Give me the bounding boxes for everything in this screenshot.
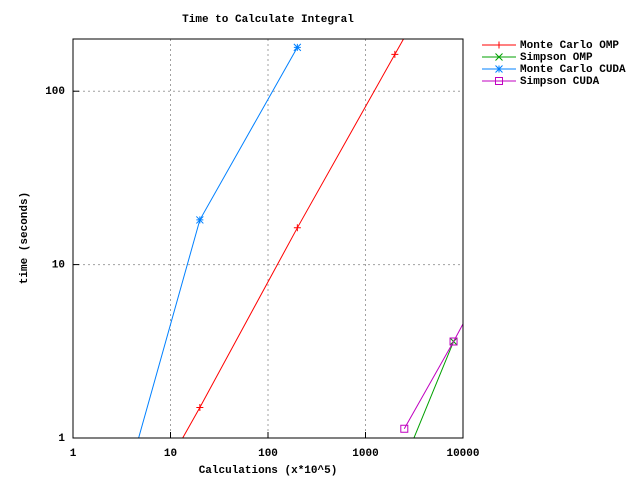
series-line xyxy=(413,341,455,438)
data-point xyxy=(195,216,204,224)
chart-title: Time to Calculate Integral xyxy=(182,14,354,26)
legend-label: Monte Carlo OMP xyxy=(520,40,619,52)
series-line xyxy=(182,39,405,438)
legend-marker xyxy=(495,53,503,61)
legend-marker xyxy=(495,41,503,49)
legend-label: Monte Carlo CUDA xyxy=(520,64,626,76)
x-tick-label: 1 xyxy=(70,448,77,460)
grid xyxy=(73,39,463,438)
y-tick-label: 1 xyxy=(58,433,65,445)
x-tick-label: 10 xyxy=(164,448,177,460)
legend-marker xyxy=(495,77,503,85)
legend-label: Simpson CUDA xyxy=(520,76,600,88)
x-tick-label: 1000 xyxy=(352,448,378,460)
data-point xyxy=(548,157,555,164)
legend-label: Simpson OMP xyxy=(520,52,593,64)
series-line xyxy=(403,322,463,430)
data-point xyxy=(400,424,409,433)
data-point xyxy=(449,337,458,346)
data-point xyxy=(196,403,204,411)
data-point xyxy=(293,224,301,232)
plot-area xyxy=(138,39,555,438)
x-axis-label: Calculations (x*10^5) xyxy=(199,465,338,477)
y-tick-label: 100 xyxy=(45,86,65,98)
data-point xyxy=(293,43,302,52)
x-tick-label: 10000 xyxy=(446,448,479,460)
legend-marker xyxy=(495,65,503,73)
y-tick-label: 10 xyxy=(52,260,65,272)
data-point xyxy=(391,50,399,58)
y-axis-label: time (seconds) xyxy=(19,192,31,284)
x-tick-label: 100 xyxy=(258,448,278,460)
